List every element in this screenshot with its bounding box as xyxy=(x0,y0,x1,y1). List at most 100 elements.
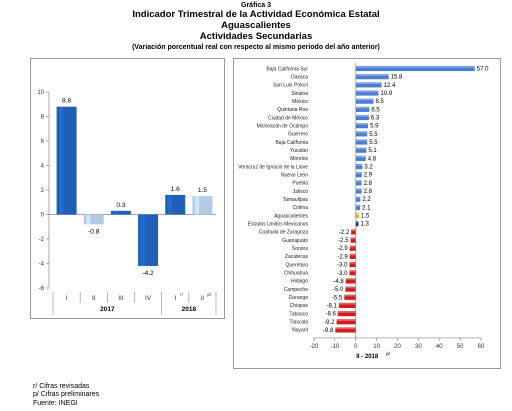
state-label: Tabasco xyxy=(289,311,308,317)
state-bar-face xyxy=(355,196,361,202)
state-bar-highlight xyxy=(338,302,356,305)
state-bar-highlight xyxy=(355,196,361,199)
state-label: Guerrero xyxy=(288,132,308,138)
x-tick-label: 50 xyxy=(457,344,464,350)
state-bar-face xyxy=(355,188,362,194)
state-bar xyxy=(355,82,382,88)
y-tick-label: 4 xyxy=(41,164,45,170)
state-bar xyxy=(355,65,475,72)
state-bar-face xyxy=(349,261,356,268)
state-bar xyxy=(355,188,362,194)
state-bar xyxy=(338,302,356,309)
state-bar-face xyxy=(355,147,367,153)
state-label: Tamaulipas xyxy=(283,197,309,203)
state-value-label: 5.1 xyxy=(368,148,377,154)
state-value-label: 15.8 xyxy=(391,75,403,81)
x-axis-label-suffix: p/ xyxy=(386,351,391,356)
x-tick-label: 60 xyxy=(478,344,485,350)
x-tick-label: 30 xyxy=(415,344,422,350)
state-bar-highlight xyxy=(355,139,368,142)
state-bar-face xyxy=(355,221,359,227)
state-value-label: 5.5 xyxy=(369,140,378,146)
state-bar xyxy=(345,278,356,284)
state-bar-highlight xyxy=(350,237,356,240)
y-tick-label: 0 xyxy=(41,213,45,219)
quarter-bar-highlight xyxy=(86,214,91,225)
state-bar xyxy=(355,131,368,137)
state-bar-face xyxy=(355,90,379,96)
y-tick-label: -4 xyxy=(39,262,45,268)
state-value-label: 2.8 xyxy=(364,189,373,195)
state-label: San Luis Potosí xyxy=(273,83,309,89)
state-bar xyxy=(355,155,366,161)
state-label: Nuevo León xyxy=(281,173,308,179)
y-tick-label: 10 xyxy=(37,90,44,96)
state-bar-face xyxy=(349,245,356,251)
state-value-label: 2.1 xyxy=(362,205,371,211)
state-bar-face xyxy=(355,172,362,178)
state-bar xyxy=(355,212,359,219)
state-bar-highlight xyxy=(355,114,369,117)
state-bar-face xyxy=(355,155,366,161)
quarter-bar xyxy=(165,194,186,215)
state-bar xyxy=(345,286,356,292)
state-bar-highlight xyxy=(345,278,356,281)
state-bar-face xyxy=(351,229,356,235)
state-value-label: -8.6 xyxy=(325,312,336,318)
quarter-bar-highlight xyxy=(58,106,64,215)
state-bar xyxy=(351,229,356,235)
state-bar-face xyxy=(349,270,356,276)
state-value-label: -5.5 xyxy=(332,295,343,301)
quarter-bar-face xyxy=(83,214,104,225)
state-label: Baja California Sur xyxy=(266,66,308,72)
footnote-source: Fuente: INEGI xyxy=(33,399,78,407)
state-label: México xyxy=(292,99,308,105)
y-tick-label: 6 xyxy=(41,139,45,145)
state-bar-highlight xyxy=(355,180,362,183)
state-bar xyxy=(355,172,362,178)
state-bar-face xyxy=(355,139,368,145)
y-tick-label: -2 xyxy=(39,237,45,243)
quarter-bar-highlight xyxy=(194,196,200,215)
state-bar-face xyxy=(355,65,475,72)
state-label: Michoacán de Ocampo xyxy=(257,123,309,129)
quarter-value-label: 0.3 xyxy=(116,202,125,209)
chart-state: Aguascalientes xyxy=(221,20,291,31)
state-bar-face xyxy=(337,311,356,317)
state-bar-highlight xyxy=(351,229,356,232)
footnote-preliminary: p/ Cifras preliminares xyxy=(33,391,100,399)
state-bar-face xyxy=(344,294,356,300)
state-bar-highlight xyxy=(355,172,362,174)
footnote-revised: r/ Cifras revisadas xyxy=(33,383,90,390)
quarter-category-label: I xyxy=(66,295,68,302)
state-bar xyxy=(349,245,356,251)
quarter-value-label: 1.6 xyxy=(171,186,180,193)
state-label: Veracruz de Ignacio de la Llave xyxy=(238,164,308,170)
state-bar xyxy=(355,163,363,170)
state-bar xyxy=(355,139,368,145)
state-bar-face xyxy=(338,302,356,309)
quarter-category-label: II xyxy=(92,295,96,302)
quarter-value-label: 8.8 xyxy=(62,98,71,105)
state-label: Quintana Roo xyxy=(277,107,308,113)
state-bar-face xyxy=(350,237,356,243)
state-value-label: 5.9 xyxy=(370,124,379,130)
x-tick-label: 10 xyxy=(373,344,380,350)
state-bar-highlight xyxy=(355,221,359,223)
state-label: Chiapas xyxy=(290,303,309,309)
state-bar-face xyxy=(355,131,368,137)
state-bar-face xyxy=(355,82,382,88)
state-bar-highlight xyxy=(355,131,368,134)
state-bar-highlight xyxy=(337,311,356,313)
year-label: 2017 xyxy=(100,306,115,313)
quarter-bar xyxy=(138,214,159,266)
quarter-value-label: 1.5 xyxy=(198,187,207,194)
state-value-label: 8.5 xyxy=(375,99,384,105)
state-label: Tlaxcala xyxy=(289,320,308,326)
state-bar xyxy=(350,237,356,243)
state-bar-highlight xyxy=(349,270,356,272)
state-bar-highlight xyxy=(349,253,356,256)
state-value-label: 2.2 xyxy=(362,197,371,203)
state-bar xyxy=(355,204,361,210)
state-label: Sinaloa xyxy=(291,91,308,97)
